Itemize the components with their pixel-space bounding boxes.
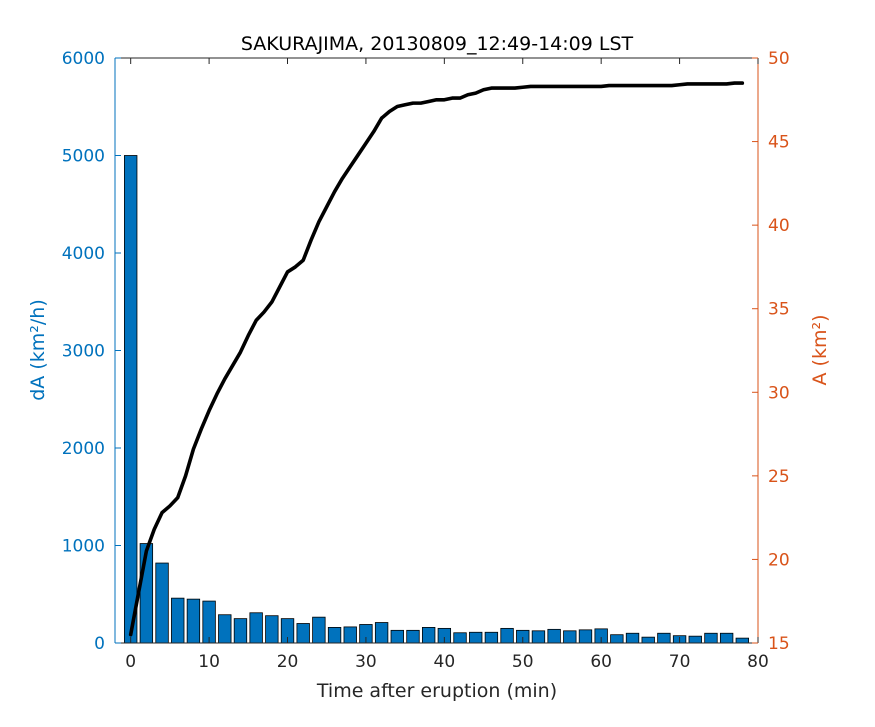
bar <box>641 636 655 644</box>
line-series <box>128 81 745 637</box>
right-tick-label: 40 <box>768 216 790 236</box>
plot-frame <box>114 57 759 644</box>
x-tick-label: 10 <box>198 652 220 672</box>
bar <box>578 629 593 644</box>
x-tick-label: 0 <box>125 652 136 672</box>
x-tick-label: 80 <box>747 652 769 672</box>
bar <box>563 630 577 644</box>
bar <box>531 630 546 644</box>
bar <box>657 632 671 644</box>
bar <box>469 631 483 644</box>
bar <box>688 635 702 644</box>
chart-title: SAKURAJIMA, 20130809_12:49-14:09 LST <box>241 33 634 55</box>
bar <box>390 629 404 644</box>
right-tick-label: 45 <box>768 133 790 153</box>
bar <box>202 600 216 644</box>
left-tick-label: 1000 <box>62 537 105 557</box>
bar <box>296 623 310 644</box>
left-y-axis-label: dA (km²/h) <box>27 299 49 401</box>
bar <box>704 632 718 644</box>
bar <box>374 622 389 644</box>
bar <box>327 627 342 644</box>
bar <box>312 616 326 644</box>
x-axis: 0 10 20 30 40 50 60 70 80 <box>125 58 769 672</box>
bar <box>186 598 201 644</box>
bar <box>625 632 640 644</box>
bar <box>406 629 420 644</box>
bar <box>421 627 436 644</box>
right-tick-label: 35 <box>768 300 790 320</box>
x-tick-label: 30 <box>355 652 377 672</box>
bar <box>547 628 561 644</box>
left-tick-label: 6000 <box>62 49 105 69</box>
right-tick-label: 30 <box>768 383 790 403</box>
bar <box>343 626 357 644</box>
x-tick-label: 60 <box>590 652 612 672</box>
left-y-axis: 0 1000 2000 3000 4000 5000 6000 <box>62 49 121 654</box>
bar <box>249 612 263 644</box>
right-tick-label: 15 <box>768 634 790 654</box>
bar <box>155 562 169 644</box>
bar <box>484 631 499 644</box>
bar <box>124 155 138 644</box>
bar <box>233 618 248 644</box>
right-tick-label: 50 <box>768 49 790 69</box>
right-y-axis: 15 20 25 30 35 40 45 50 <box>752 49 790 654</box>
x-axis-label: Time after eruption (min) <box>316 680 557 702</box>
bar <box>265 615 279 644</box>
bar <box>218 614 232 644</box>
right-tick-label: 25 <box>768 467 790 487</box>
x-tick-label: 70 <box>669 652 691 672</box>
bar <box>610 634 624 644</box>
bar <box>453 632 467 644</box>
right-y-axis-label: A (km²) <box>809 315 831 386</box>
bar <box>735 637 749 644</box>
left-tick-label: 5000 <box>62 147 105 167</box>
x-tick-label: 50 <box>512 652 534 672</box>
x-tick-label: 40 <box>434 652 456 672</box>
left-tick-label: 0 <box>94 634 105 654</box>
bar <box>719 632 734 644</box>
right-tick-label: 20 <box>768 550 790 570</box>
bar-series <box>124 155 749 644</box>
x-tick-label: 20 <box>277 652 299 672</box>
cumulative-area-line <box>128 81 745 637</box>
bar <box>171 597 185 644</box>
left-tick-label: 4000 <box>62 244 105 264</box>
left-tick-label: 2000 <box>62 439 105 459</box>
bar <box>500 627 514 644</box>
left-tick-label: 3000 <box>62 342 105 362</box>
